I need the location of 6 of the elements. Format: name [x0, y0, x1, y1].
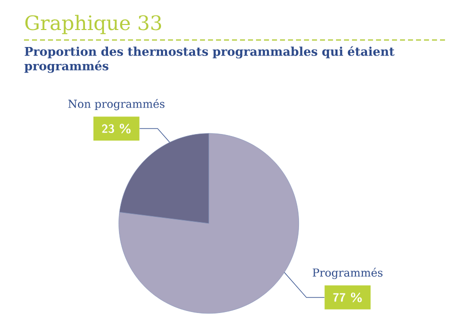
slice-label: Non programmés — [68, 99, 164, 110]
slice-label: Programmés — [312, 268, 382, 279]
chart-subtitle: Proportion des thermostats programmables qui étaient programmés — [24, 46, 395, 73]
data-label: 77 % — [333, 292, 362, 302]
chart-title: Graphique 33 — [25, 14, 162, 34]
data-label: 23 % — [102, 124, 131, 134]
